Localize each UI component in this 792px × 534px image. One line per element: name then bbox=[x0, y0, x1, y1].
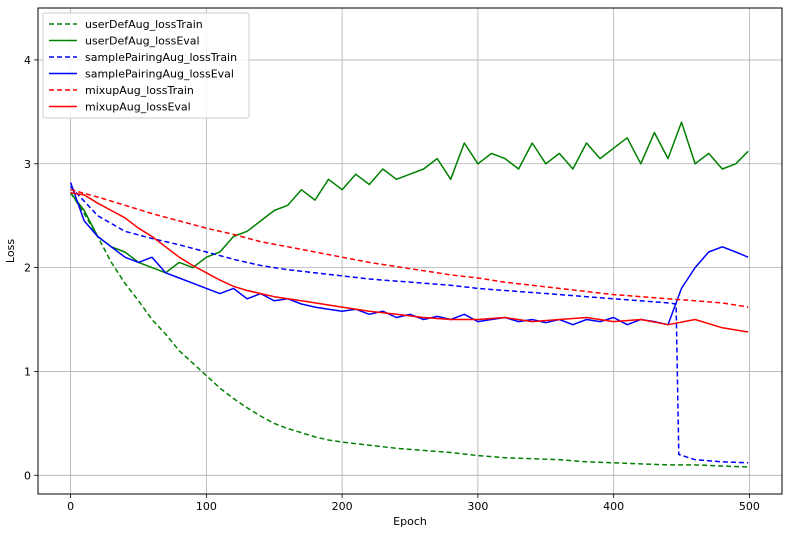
x-tick-label: 100 bbox=[196, 500, 217, 513]
legend: userDefAug_lossTrain userDefAug_lossEvals… bbox=[42, 12, 250, 119]
legend-entry: userDefAug_lossEval bbox=[85, 35, 200, 48]
x-tick-label: 400 bbox=[603, 500, 624, 513]
legend-entry: userDefAug_lossTrain bbox=[85, 18, 203, 31]
y-axis: 0 1 2 3 4 bbox=[24, 54, 38, 482]
y-tick-label: 3 bbox=[24, 158, 31, 171]
series-line-userDefAug_lossEval bbox=[70, 121, 749, 274]
x-tick-label: 500 bbox=[739, 500, 760, 513]
y-axis-label: Loss bbox=[4, 239, 17, 263]
plot-frame bbox=[37, 7, 783, 495]
series-group bbox=[69, 121, 749, 468]
series-line-mixupAug_lossEval bbox=[70, 192, 749, 333]
x-axis-label: Epoch bbox=[393, 515, 427, 528]
series-line-mixupAug_lossTrain bbox=[70, 188, 749, 308]
series-line-samplePairingAug_lossEval bbox=[69, 182, 749, 326]
x-tick-label: 300 bbox=[467, 500, 488, 513]
legend-entry: mixupAug_lossTrain bbox=[85, 84, 194, 97]
x-tick-label: 200 bbox=[332, 500, 353, 513]
grid bbox=[38, 8, 782, 494]
series-line-samplePairingAug_lossTrain bbox=[70, 186, 749, 464]
legend-entry: samplePairingAug_lossEval bbox=[85, 68, 234, 81]
legend-entry: samplePairingAug_lossTrain bbox=[85, 51, 237, 64]
x-axis: 0 100 200 300 400 500 bbox=[67, 494, 760, 513]
y-tick-label: 4 bbox=[24, 54, 31, 67]
legend-box bbox=[42, 12, 250, 119]
y-tick-label: 1 bbox=[24, 365, 31, 378]
x-tick-label: 0 bbox=[67, 500, 74, 513]
legend-entry: mixupAug_lossEval bbox=[85, 101, 191, 114]
series-line-userDefAug_lossTrain bbox=[69, 192, 749, 468]
y-tick-label: 2 bbox=[24, 262, 31, 275]
y-tick-label: 0 bbox=[24, 469, 31, 482]
